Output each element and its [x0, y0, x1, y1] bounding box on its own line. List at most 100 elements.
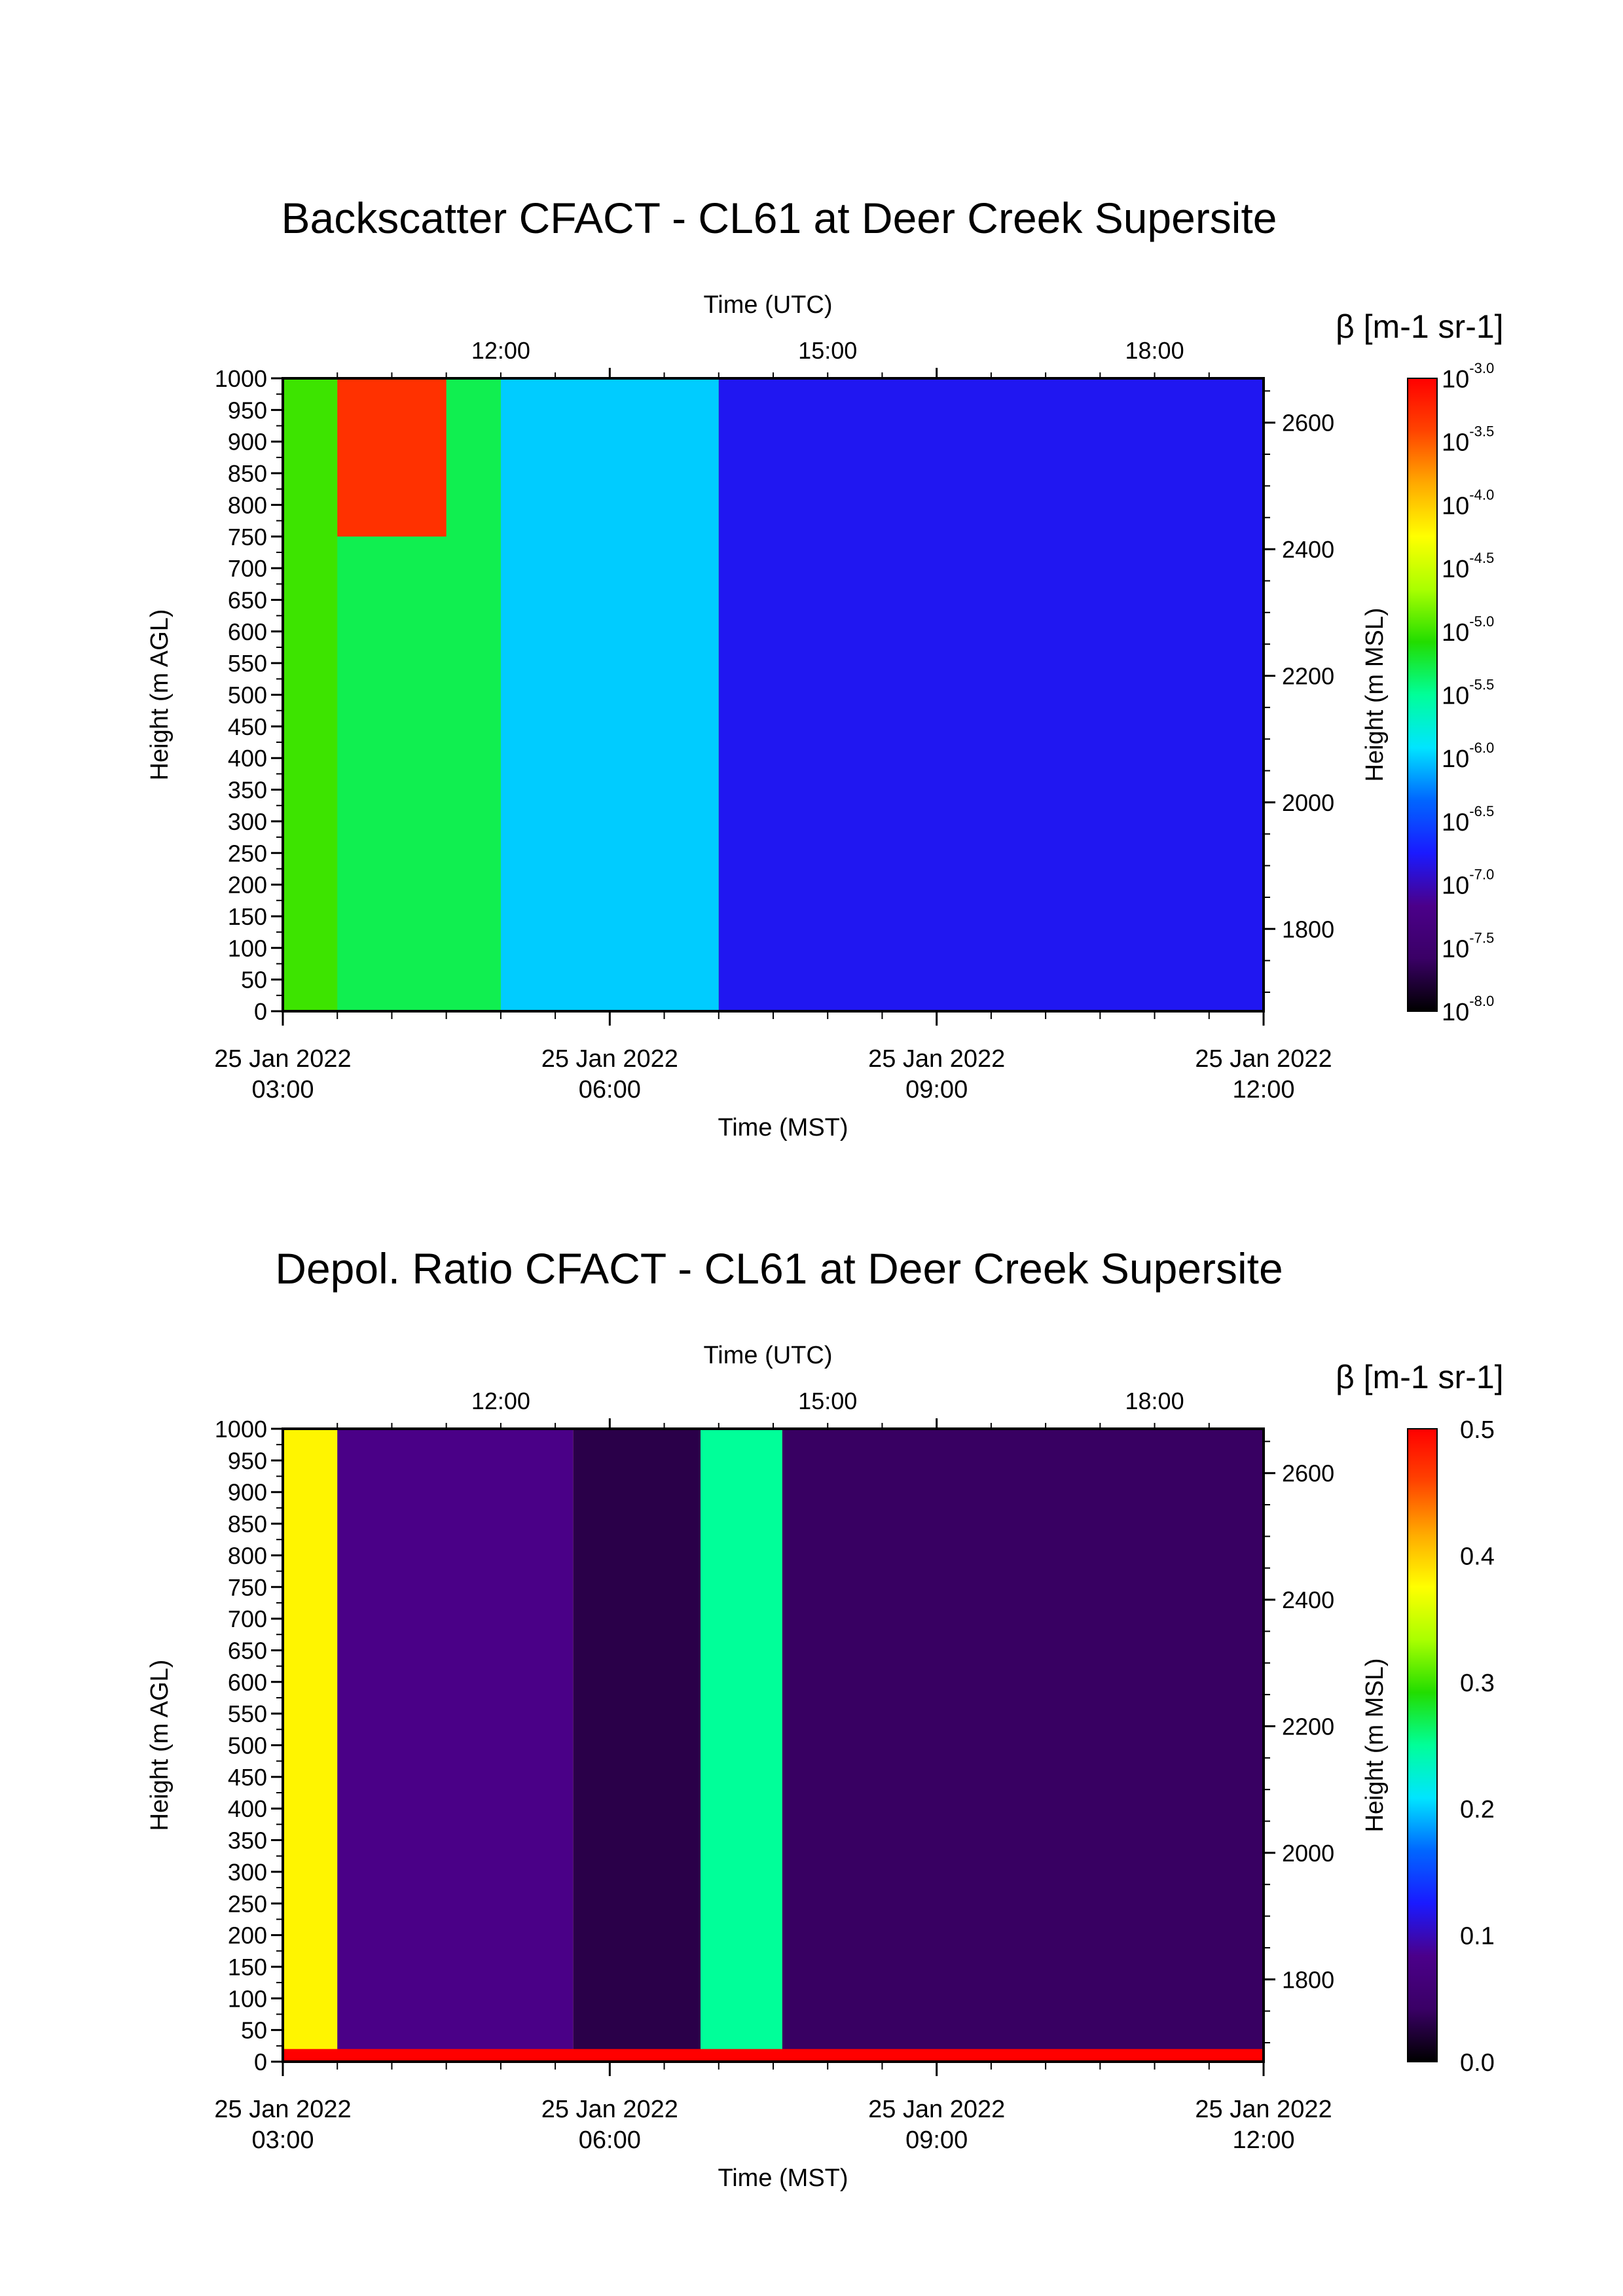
- y2-axis-label: Height (m MSL): [1361, 607, 1389, 781]
- y-tick-label: 750: [228, 524, 267, 550]
- y-tick-label: 950: [228, 397, 267, 423]
- colorbar-tick-label: 10-5.5: [1442, 677, 1494, 710]
- y-tick-label: 450: [228, 713, 267, 740]
- y2-tick-label: 2600: [1282, 1460, 1334, 1487]
- colorbar-label: β [m-1 sr-1]: [1336, 308, 1504, 345]
- y-tick-label: 150: [228, 1954, 267, 1981]
- x-tick-date-label: 25 Jan 2022: [868, 2096, 1005, 2123]
- y-tick-label: 850: [228, 1511, 267, 1537]
- y-tick-label: 850: [228, 460, 267, 487]
- colorbar-tick-label: 10-6.5: [1442, 803, 1494, 836]
- y2-tick-label: 2400: [1282, 1587, 1334, 1613]
- heatmap-cell: [701, 1429, 782, 2062]
- heatmap-cell: [782, 1429, 1264, 2062]
- y-tick-label: 200: [228, 872, 267, 899]
- x-tick-time-label: 03:00: [251, 2126, 314, 2154]
- heatmap-cell: [337, 1429, 574, 2062]
- y-tick-label: 1000: [215, 365, 267, 392]
- y-axis-label: Height (m AGL): [146, 609, 173, 781]
- colorbar-tick-label: 10-7.5: [1442, 929, 1494, 963]
- y-tick-label: 650: [228, 586, 267, 613]
- y2-tick-label: 1800: [1282, 916, 1334, 942]
- heatmap-cell: [283, 2049, 1264, 2062]
- colorbar-label: β [m-1 sr-1]: [1336, 1359, 1504, 1395]
- heatmap-cell: [718, 378, 1264, 1011]
- depol-chart: 0 50 100 150 200 250 300 350 400 450 500 550 600 650 7…: [146, 1342, 1504, 2192]
- colorbar: [1407, 378, 1438, 1012]
- colorbar-tick-label: 0.2: [1460, 1796, 1495, 1823]
- colorbar-tick-label: 0.4: [1460, 1543, 1495, 1570]
- x2-tick-label: 12:00: [471, 1388, 530, 1414]
- y2-tick-label: 2000: [1282, 789, 1334, 816]
- y-tick-label: 700: [228, 555, 267, 582]
- y-tick-label: 900: [228, 429, 267, 456]
- y-tick-label: 600: [228, 619, 267, 645]
- y-tick-label: 100: [228, 935, 267, 961]
- y2-tick-label: 2600: [1282, 410, 1334, 437]
- colorbar-tick-label: 10-5.0: [1442, 613, 1494, 647]
- y2-tick-label: 2200: [1282, 662, 1334, 689]
- x-tick-date-label: 25 Jan 2022: [214, 2096, 351, 2123]
- y-tick-label: 600: [228, 1669, 267, 1696]
- y-tick-label: 500: [228, 682, 267, 709]
- y2-tick-label: 2400: [1282, 536, 1334, 563]
- x2-tick-label: 15:00: [798, 337, 857, 364]
- y-tick-label: 550: [228, 650, 267, 677]
- colorbar-tick-label: 0.3: [1460, 1670, 1495, 1697]
- heatmap-cell: [283, 1429, 338, 2062]
- y-tick-label: 950: [228, 1447, 267, 1474]
- y-tick-label: 250: [228, 840, 267, 867]
- x2-tick-label: 15:00: [798, 1388, 857, 1414]
- x-tick-date-label: 25 Jan 2022: [1195, 1045, 1332, 1073]
- heatmap-field: [283, 1429, 1264, 2062]
- colorbar-tick-label: 10-6.0: [1442, 740, 1494, 773]
- colorbar-tick-label: 0.5: [1460, 1416, 1495, 1444]
- y-tick-label: 550: [228, 1700, 267, 1727]
- y-axis-label: Height (m AGL): [146, 1660, 173, 1831]
- y-tick-label: 150: [228, 903, 267, 930]
- y-tick-label: 900: [228, 1479, 267, 1506]
- y2-tick-label: 2000: [1282, 1840, 1334, 1867]
- y-tick-label: 350: [228, 1827, 267, 1854]
- x-tick-time-label: 09:00: [905, 2126, 968, 2154]
- x-tick-date-label: 25 Jan 2022: [1195, 2096, 1332, 2123]
- colorbar-tick-label: 10-3.0: [1442, 360, 1494, 393]
- colorbar-tick-label: 10-3.5: [1442, 423, 1494, 457]
- colorbar: [1407, 1428, 1438, 2062]
- y2-tick-label: 1800: [1282, 1966, 1334, 1993]
- y-tick-label: 100: [228, 1985, 267, 2012]
- heatmap-cell: [337, 378, 447, 537]
- x-tick-date-label: 25 Jan 2022: [214, 1045, 351, 1073]
- colorbar-tick-label: 10-8.0: [1442, 993, 1494, 1026]
- depol-panel: Depol. Ratio CFACT - CL61 at Deer Creek …: [0, 1050, 1623, 2192]
- colorbar-tick-label: 10-4.0: [1442, 486, 1494, 520]
- x-tick-time-label: 09:00: [905, 1076, 968, 1103]
- heatmap-field: [283, 378, 1264, 1011]
- colorbar-tick-label: 10-4.5: [1442, 550, 1494, 583]
- y-tick-label: 200: [228, 1922, 267, 1949]
- y-tick-label: 1000: [215, 1416, 267, 1443]
- y-tick-label: 0: [254, 998, 267, 1025]
- x-axis-label: Time (MST): [718, 1114, 848, 1141]
- backscatter-panel: Backscatter CFACT - CL61 at Deer Creek S…: [0, 0, 1623, 1141]
- x2-tick-label: 18:00: [1125, 337, 1184, 364]
- y-tick-label: 0: [254, 2049, 267, 2075]
- x-tick-date-label: 25 Jan 2022: [541, 2096, 678, 2123]
- y-tick-label: 350: [228, 777, 267, 804]
- y-tick-label: 300: [228, 808, 267, 835]
- heatmap-cell: [573, 1429, 701, 2062]
- y-tick-label: 400: [228, 745, 267, 772]
- colorbar-tick-label: 0.1: [1460, 1923, 1495, 1950]
- y-tick-label: 700: [228, 1605, 267, 1632]
- y-tick-label: 450: [228, 1764, 267, 1791]
- x2-axis-label: Time (UTC): [704, 291, 833, 319]
- x-tick-date-label: 25 Jan 2022: [868, 1045, 1005, 1073]
- y-tick-label: 50: [241, 2017, 267, 2044]
- backscatter-chart: 0 50 100 150 200 250 300 350 400 450 500 550 600 650 7…: [146, 291, 1504, 1141]
- y-tick-label: 750: [228, 1574, 267, 1601]
- chart-title: Backscatter CFACT - CL61 at Deer Creek S…: [281, 194, 1277, 242]
- y-tick-label: 300: [228, 1859, 267, 1886]
- x-tick-time-label: 03:00: [251, 1076, 314, 1103]
- x-axis-label: Time (MST): [718, 2164, 848, 2192]
- x-tick-date-label: 25 Jan 2022: [541, 1045, 678, 1073]
